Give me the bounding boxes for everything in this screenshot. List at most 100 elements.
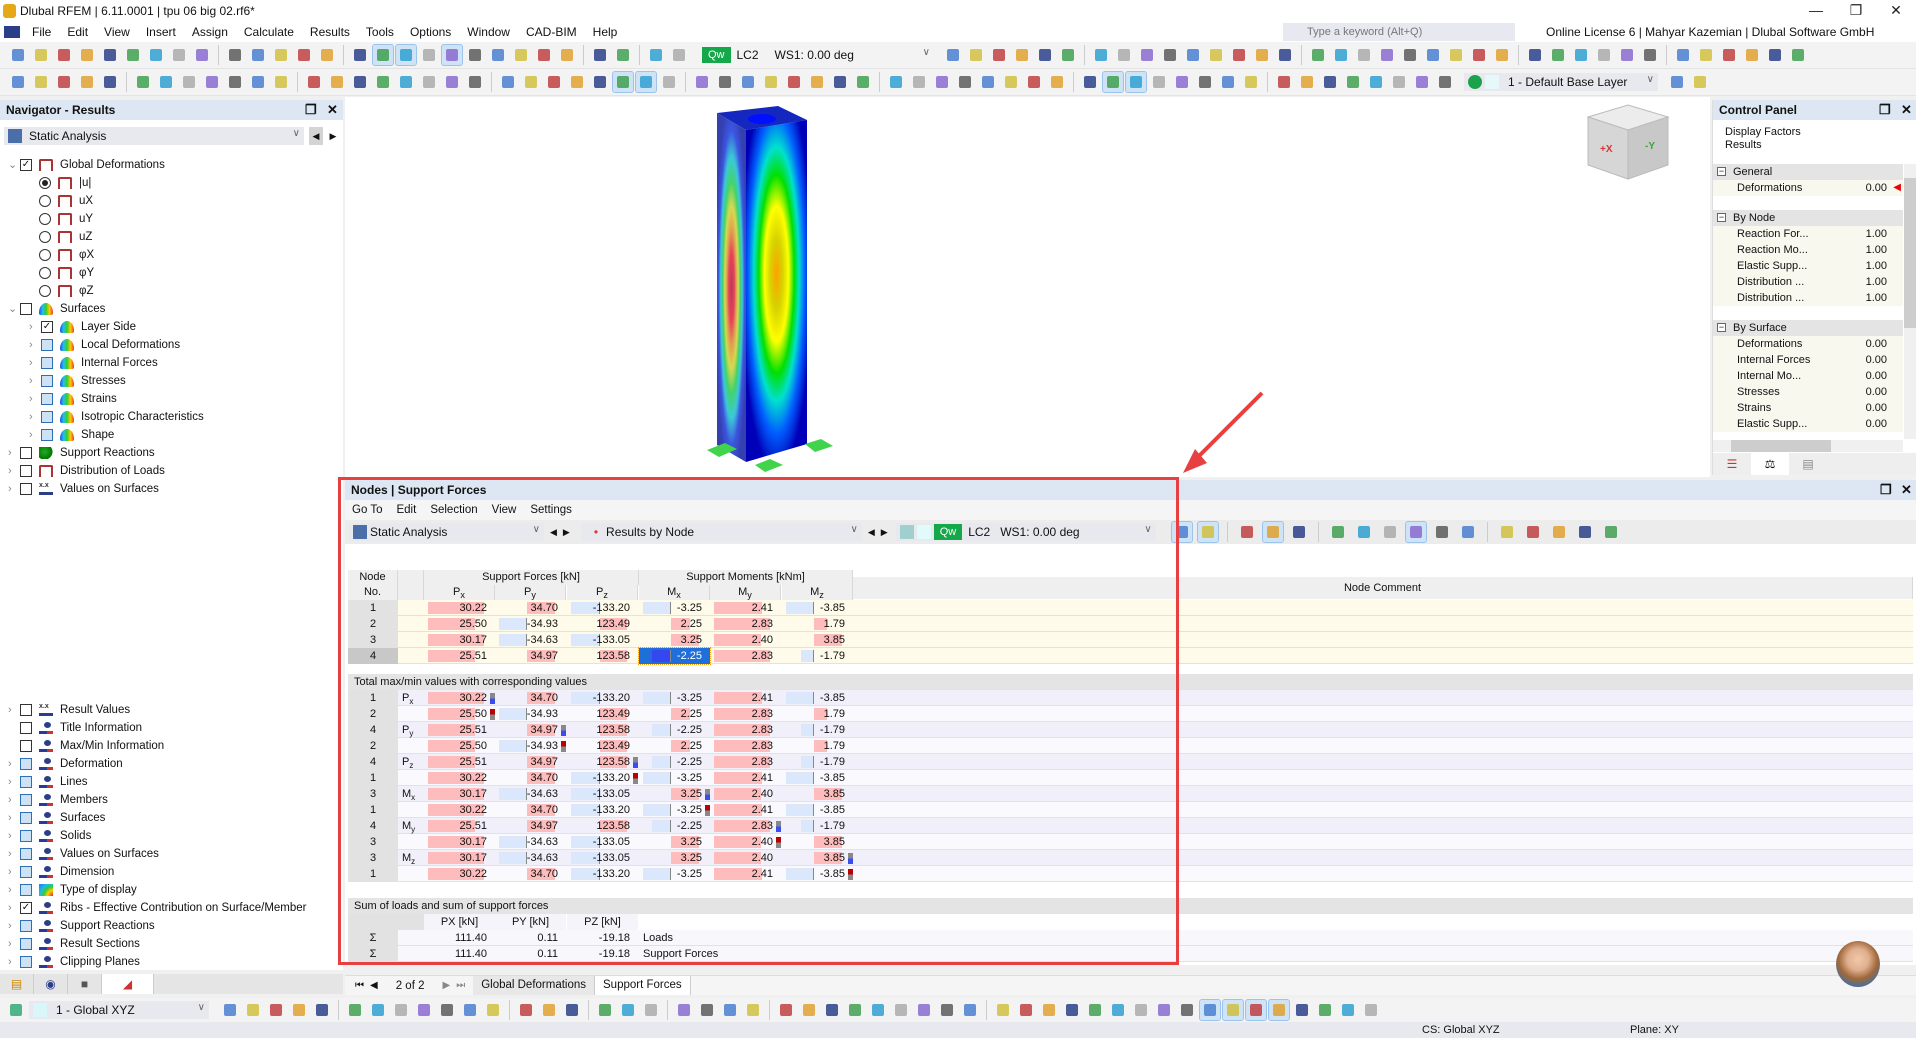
value-cell-px[interactable]: 30.22 — [424, 802, 495, 818]
chevron-down-icon[interactable]: ⌄ — [8, 159, 18, 171]
value-cell-py[interactable]: 34.97 — [495, 722, 566, 738]
section-general[interactable]: − General — [1713, 164, 1903, 180]
value-cell-mz[interactable]: -1.79 — [782, 754, 853, 770]
video-icon[interactable]: ■ — [68, 974, 102, 994]
nav-item[interactable]: › ✓ Layer Side — [0, 318, 340, 336]
coordinate-system-selector[interactable]: 1 - Global XYZ ∨ — [29, 1001, 209, 1019]
factor-value[interactable]: 0.00 — [1865, 386, 1887, 398]
nav-item[interactable]: › Lines — [0, 773, 340, 791]
value-cell-py[interactable]: -34.63 — [495, 850, 566, 866]
value-cell-py[interactable]: -34.93 — [495, 738, 566, 754]
checkbox[interactable] — [20, 758, 32, 770]
main-tool-27-icon[interactable] — [646, 45, 666, 65]
value-cell-py[interactable]: -34.63 — [495, 834, 566, 850]
factors-tab[interactable]: ⚖ — [1751, 453, 1789, 475]
prev-icon[interactable]: ◀ — [867, 526, 875, 537]
factor-row[interactable]: Strains 0.00 — [1713, 400, 1903, 416]
value-cell-py[interactable]: 34.97 — [495, 754, 566, 770]
main-tool-b-13-icon[interactable] — [1229, 45, 1249, 65]
status-tool-10-icon[interactable] — [437, 1000, 457, 1020]
secondary-tool-35-icon[interactable] — [830, 72, 850, 92]
table-row[interactable]: 4 Py 25.51 34.97 123.58 -2.25 2.83 -1.79 — [348, 722, 1913, 738]
main-tool-b-5-icon[interactable] — [1035, 45, 1055, 65]
collapse-icon[interactable]: − — [1717, 166, 1726, 176]
value-cell-mx[interactable]: -2.25 — [638, 647, 711, 665]
value-cell-mx[interactable]: 2.25 — [639, 738, 710, 754]
undo-icon[interactable] — [225, 45, 245, 65]
checkbox[interactable] — [20, 704, 32, 716]
secondary-tool-29-icon[interactable] — [692, 72, 712, 92]
main-tool-26-icon[interactable] — [613, 45, 633, 65]
factor-value[interactable]: 0.00 — [1865, 370, 1887, 382]
navigation-cube[interactable]: +X -Y — [1586, 104, 1670, 180]
nav-item[interactable]: › Dimension — [0, 863, 340, 881]
value-cell-px[interactable]: 30.17 — [424, 834, 495, 850]
main-tool-b-16-icon[interactable] — [1308, 45, 1328, 65]
value-cell-py[interactable]: -34.63 — [495, 786, 566, 802]
status-tool-48-icon[interactable] — [1361, 1000, 1381, 1020]
value-cell-pz[interactable]: -133.20 — [567, 802, 638, 818]
chevron-right-icon[interactable]: › — [8, 848, 12, 860]
nav-item[interactable]: Title Information — [0, 719, 340, 737]
checkbox[interactable] — [41, 429, 53, 441]
coordinate-system-icon[interactable] — [6, 1000, 26, 1020]
value-cell-py[interactable]: 34.97 — [495, 648, 566, 664]
status-tool-40-icon[interactable] — [1177, 1000, 1197, 1020]
checkbox[interactable]: ✓ — [41, 321, 53, 333]
checkbox[interactable] — [20, 794, 32, 806]
table-row[interactable]: 1 30.22 34.70 -133.20 -3.25 2.41 -3.85 — [348, 866, 1913, 882]
nav-item[interactable]: › Local Deformations — [0, 336, 340, 354]
checkbox[interactable] — [41, 339, 53, 351]
secondary-tool-7-icon[interactable] — [156, 72, 176, 92]
nav-item[interactable]: uY — [0, 210, 340, 228]
secondary-tool-30-icon[interactable] — [715, 72, 735, 92]
new-file-icon[interactable] — [8, 45, 28, 65]
main-tool-b-21-icon[interactable] — [1423, 45, 1443, 65]
secondary-tool-31-icon[interactable] — [738, 72, 758, 92]
status-tool-47-icon[interactable] — [1338, 1000, 1358, 1020]
status-tool-16-icon[interactable] — [595, 1000, 615, 1020]
section-by-surface[interactable]: − By Surface — [1713, 320, 1903, 336]
value-cell-py[interactable]: 34.70 — [495, 600, 566, 616]
main-tool-b-1-icon[interactable] — [943, 45, 963, 65]
nav-item[interactable]: › Members — [0, 791, 340, 809]
value-cell-py[interactable]: 34.70 — [495, 866, 566, 882]
value-cell-mx[interactable]: -3.25 — [639, 770, 710, 786]
value-cell-mx[interactable]: 2.25 — [639, 706, 710, 722]
status-tool-14-icon[interactable] — [539, 1000, 559, 1020]
nav-item[interactable]: › Distribution of Loads — [0, 462, 340, 480]
main-tool-b-2-icon[interactable] — [966, 45, 986, 65]
checkbox[interactable] — [41, 357, 53, 369]
factor-row[interactable]: Elastic Supp... 0.00 — [1713, 416, 1903, 432]
factor-row[interactable]: Reaction For... 1.00 — [1713, 226, 1903, 242]
checkbox[interactable]: ✓ — [20, 159, 32, 171]
main-tool-14-icon[interactable] — [317, 45, 337, 65]
value-cell-mz[interactable]: 1.79 — [782, 616, 853, 632]
nav-item[interactable]: φX — [0, 246, 340, 264]
secondary-tool-4-icon[interactable] — [77, 72, 97, 92]
results-tool-15-icon[interactable] — [1575, 522, 1595, 542]
chevron-right-icon[interactable]: › — [29, 357, 33, 369]
chevron-right-icon[interactable]: › — [8, 884, 12, 896]
prev-page-icon[interactable]: ◀ — [370, 980, 378, 991]
prev-icon[interactable]: ◀ — [309, 127, 323, 145]
status-tool-2-icon[interactable] — [243, 1000, 263, 1020]
secondary-tool-26-icon[interactable] — [612, 71, 634, 93]
checkbox[interactable] — [20, 776, 32, 788]
secondary-tool-32-icon[interactable] — [761, 72, 781, 92]
minimize-button[interactable]: — — [1809, 2, 1823, 18]
chevron-right-icon[interactable]: › — [8, 830, 12, 842]
layer-selector[interactable]: 1 - Default Base Layer ∨ — [1464, 73, 1658, 91]
load-case-selector[interactable]: Qw LC2 WS1: 0.00 deg ∨ — [895, 523, 1156, 541]
model-icon[interactable] — [100, 45, 120, 65]
secondary-tool-60-icon[interactable] — [1435, 72, 1455, 92]
chevron-right-icon[interactable]: › — [29, 429, 33, 441]
open-file-icon[interactable] — [31, 45, 51, 65]
secondary-tool-34-icon[interactable] — [807, 72, 827, 92]
main-tool-16-icon[interactable] — [372, 44, 394, 66]
value-cell-my[interactable]: 2.41 — [710, 600, 781, 616]
main-tool-b-25-icon[interactable] — [1525, 45, 1545, 65]
value-cell-mx[interactable]: -2.25 — [639, 818, 710, 834]
secondary-tool-38-icon[interactable] — [909, 72, 929, 92]
value-cell-my[interactable]: 2.83 — [710, 818, 781, 834]
